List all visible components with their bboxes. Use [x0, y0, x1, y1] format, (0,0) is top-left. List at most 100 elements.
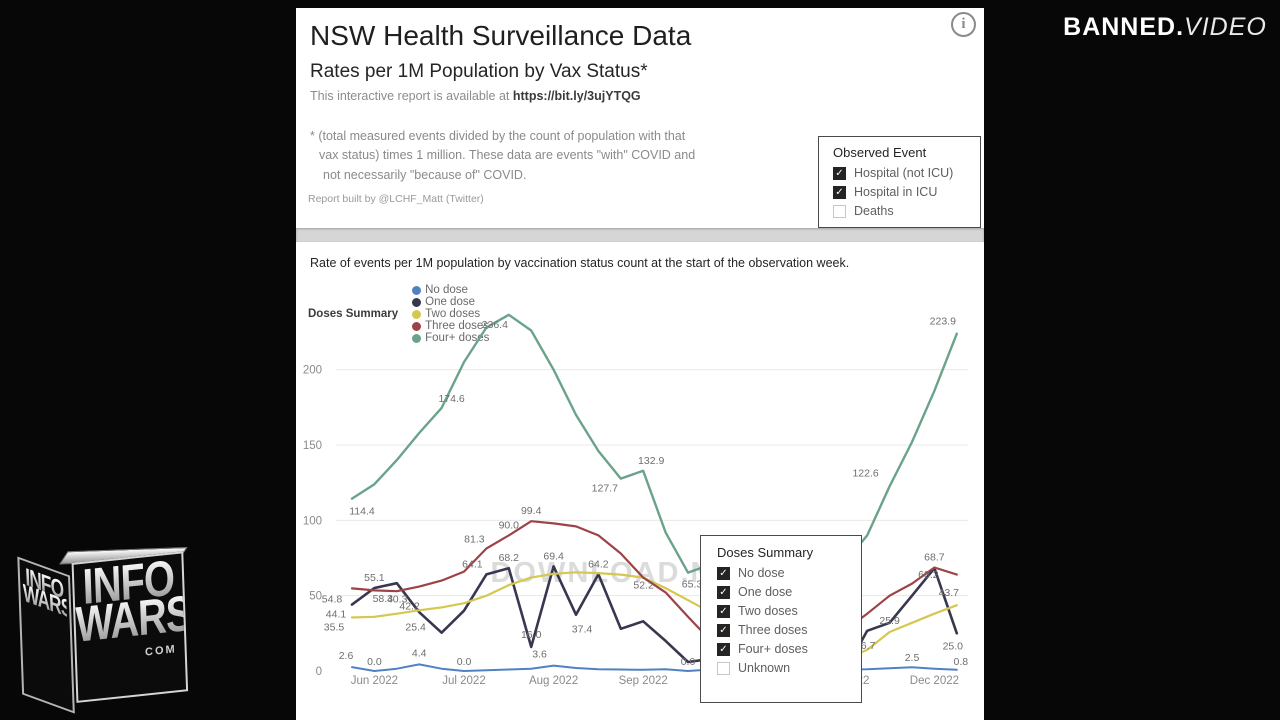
data-label: 55.1: [364, 572, 385, 584]
data-label: 68.2: [918, 569, 939, 581]
footnote-line-1: * (total measured events divided by the …: [310, 129, 686, 143]
infowars-logo: INFO WARS INFO WARS COM: [11, 545, 197, 719]
observed-event-filter-title: Observed Event: [833, 145, 927, 160]
footnote-line-2: vax status) times 1 million. These data …: [319, 148, 696, 163]
unchecked-checkbox-icon[interactable]: [833, 204, 846, 218]
info-icon[interactable]: i: [951, 12, 976, 37]
legend-item-three-doses[interactable]: Three doses: [412, 320, 489, 332]
doses-summary-filter-title: Doses Summary: [717, 545, 814, 560]
data-label: 174.6: [438, 393, 464, 405]
checked-checkbox-icon[interactable]: ✓: [833, 166, 846, 180]
checkbox-label: No dose: [738, 566, 785, 580]
data-label: 2.5: [905, 652, 920, 664]
data-label: 0.0: [367, 656, 382, 668]
data-label: 44.1: [326, 609, 347, 621]
data-label: 16.0: [521, 629, 542, 641]
checked-checkbox-icon[interactable]: ✓: [717, 604, 730, 618]
chart-card: Rate of events per 1M population by vacc…: [296, 242, 984, 720]
data-label: 52.2: [633, 579, 654, 591]
data-label: 114.4: [349, 506, 375, 518]
observed-event-options: ✓ Hospital (not ICU) ✓ Hospital in ICU Death…: [833, 166, 980, 218]
observed-event-filter: Observed Event ✓ Hospital (not ICU) ✓ Hospi…: [818, 136, 981, 228]
checkbox-option-deaths[interactable]: Deaths: [833, 204, 980, 218]
legend-item-label: No dose: [425, 284, 468, 296]
data-label: 127.7: [592, 483, 618, 495]
checkbox-label: One dose: [738, 585, 793, 599]
data-label: 0.0: [457, 656, 472, 668]
data-label: 64.2: [588, 558, 609, 570]
data-label: 54.8: [322, 593, 343, 605]
data-label: 0.0: [681, 656, 696, 668]
checkbox-option-hospital-not-icu-[interactable]: ✓ Hospital (not ICU): [833, 166, 980, 180]
checkbox-label: Two doses: [738, 604, 798, 618]
legend-item-label: Three doses: [425, 320, 490, 332]
banned-video-logo: BANNED. VIDEO: [1060, 8, 1270, 46]
data-label: 4.4: [412, 647, 427, 659]
availability-url: https://bit.ly/3ujYTQG: [512, 89, 641, 103]
legend-dot-icon: [412, 321, 422, 331]
data-label: 68.2: [499, 552, 520, 564]
data-label: 37.4: [572, 624, 593, 636]
legend-item-one-dose[interactable]: One dose: [412, 296, 489, 308]
checkbox-label: Hospital (not ICU): [854, 166, 954, 180]
page-subtitle: Rates per 1M Population by Vax Status*: [310, 61, 648, 82]
data-label: 99.4: [521, 505, 542, 517]
x-axis-tick-label: Jul 2022: [442, 675, 485, 687]
checked-checkbox-icon[interactable]: ✓: [717, 642, 730, 656]
legend-item-four-doses[interactable]: Four+ doses: [412, 332, 489, 344]
data-label: 122.6: [852, 467, 878, 479]
data-label: 69.4: [543, 550, 564, 562]
checkbox-option-three-doses[interactable]: ✓ Three doses: [717, 623, 861, 637]
legend-dot-icon: [412, 297, 422, 307]
y-axis-tick-label: 0: [316, 666, 322, 678]
checkbox-option-one-dose[interactable]: ✓ One dose: [717, 585, 861, 599]
page-title: NSW Health Surveillance Data: [310, 20, 692, 51]
unchecked-checkbox-icon[interactable]: [717, 661, 730, 675]
x-axis-tick-label: Dec 2022: [910, 675, 959, 687]
checkbox-option-unknown[interactable]: Unknown: [717, 661, 861, 675]
report-panel: NSW Health Surveillance Data Rates per 1…: [296, 8, 984, 720]
legend-dot-icon: [412, 333, 422, 343]
checkbox-option-no-dose[interactable]: ✓ No dose: [717, 566, 861, 580]
legend-item-no-dose[interactable]: No dose: [412, 284, 489, 296]
legend-item-label: Four+ doses: [425, 332, 490, 344]
doses-summary-options: ✓ No dose ✓ One dose ✓ Two doses ✓ Three doses ✓…: [717, 566, 861, 675]
data-label: 25.9: [879, 615, 900, 627]
checkbox-option-four-doses[interactable]: ✓ Four+ doses: [717, 642, 861, 656]
checkbox-option-hospital-in-icu[interactable]: ✓ Hospital in ICU: [833, 185, 980, 199]
legend-item-label: Two doses: [425, 308, 481, 320]
x-axis-tick-label: Sep 2022: [619, 675, 668, 687]
report-credit: Report built by @LCHF_Matt (Twitter): [308, 193, 484, 205]
legend-title: Doses Summary: [308, 308, 399, 320]
checked-checkbox-icon[interactable]: ✓: [717, 566, 730, 580]
legend-items: No dose One dose Two doses Three doses Four+…: [412, 284, 500, 344]
line-no-dose: [351, 663, 958, 672]
x-axis-tick-label: Aug 2022: [529, 675, 578, 687]
x-axis-tick-label: Jun 2022: [351, 675, 398, 687]
data-label: 25.4: [405, 622, 426, 634]
data-label: 2.6: [339, 650, 354, 662]
data-label: 81.3: [464, 534, 485, 546]
checked-checkbox-icon[interactable]: ✓: [833, 185, 846, 199]
legend-dot-icon: [412, 285, 422, 295]
y-axis-tick-label: 100: [303, 515, 322, 527]
data-label: 43.7: [939, 587, 960, 599]
data-label: 236.4: [482, 319, 508, 331]
legend-item-two-doses[interactable]: Two doses: [412, 308, 489, 320]
checkbox-option-two-doses[interactable]: ✓ Two doses: [717, 604, 861, 618]
footnote: * (total measured events divided by the …: [310, 127, 695, 185]
data-label: 65.3: [682, 579, 703, 591]
data-label: 3.6: [532, 649, 547, 661]
chart-description: Rate of events per 1M population by vacc…: [310, 256, 850, 270]
checked-checkbox-icon[interactable]: ✓: [717, 585, 730, 599]
availability-prefix: This interactive report is available at: [310, 89, 513, 103]
checkbox-label: Three doses: [738, 623, 808, 637]
checkbox-label: Hospital in ICU: [854, 185, 938, 199]
data-label: 25.0: [943, 640, 964, 652]
banned-video-logo-bold: BANNED.: [1063, 12, 1185, 41]
banned-video-logo-light: VIDEO: [1184, 12, 1267, 41]
checked-checkbox-icon[interactable]: ✓: [717, 623, 730, 637]
infowars-cube-side-face: INFO WARS: [17, 556, 75, 714]
